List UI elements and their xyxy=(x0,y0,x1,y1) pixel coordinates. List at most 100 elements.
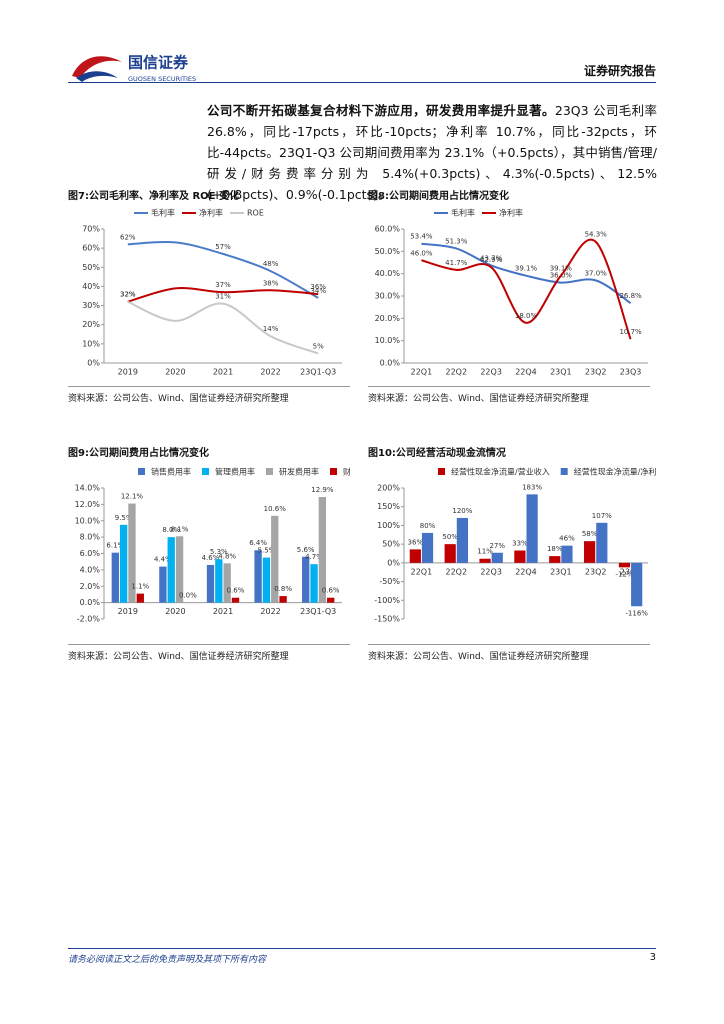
x-tick-label: 2019 xyxy=(118,607,138,616)
x-tick-label: 22Q4 xyxy=(515,368,537,377)
bar xyxy=(175,536,184,603)
data-label: 9.5% xyxy=(115,514,133,522)
y-tick-label: -150% xyxy=(374,615,400,624)
data-label: 0.8% xyxy=(274,585,292,593)
legend-label: 管理费用率 xyxy=(215,467,255,477)
report-type: 证券研究报告 xyxy=(583,64,656,78)
figure-title: 图9:公司期间费用占比情况变化 xyxy=(68,448,209,459)
data-label: 183% xyxy=(522,483,542,491)
y-tick-label: 200% xyxy=(377,484,400,493)
data-label: 39.1% xyxy=(550,265,573,273)
x-tick-label: 22Q2 xyxy=(445,368,467,377)
bar xyxy=(631,562,643,607)
data-label: 32% xyxy=(120,291,136,299)
bar xyxy=(479,558,491,563)
x-tick-label: 2021 xyxy=(213,607,233,616)
bar xyxy=(254,550,262,603)
legend-label: ROE xyxy=(247,209,264,218)
figure-title: 图7:公司毛利率、净利率及 ROE 变化 xyxy=(68,191,239,202)
y-tick-label: 50% xyxy=(382,540,400,549)
y-tick-label: 60.0% xyxy=(375,225,401,234)
legend-swatch xyxy=(330,468,337,475)
bar xyxy=(111,552,119,603)
bar xyxy=(231,597,240,603)
y-tick-label: 40% xyxy=(82,282,100,291)
x-tick-label: 2019 xyxy=(118,368,138,377)
x-tick-label: 22Q1 xyxy=(411,368,433,377)
data-label: 5.6% xyxy=(297,546,315,554)
y-tick-label: 12.0% xyxy=(75,500,101,509)
data-label: 12.9% xyxy=(311,486,334,494)
bar xyxy=(584,541,596,563)
y-tick-label: 50% xyxy=(82,263,100,272)
logo-swoosh xyxy=(76,71,118,82)
y-tick-label: 2.0% xyxy=(80,582,101,591)
chart: -2.0% 0.0% 2.0% 4.0% 6.0% 8.0% 10.0% 12.0% 14.0%… xyxy=(75,467,350,624)
x-tick-label: 22Q1 xyxy=(411,567,433,576)
x-tick-label: 23Q1 xyxy=(550,368,572,377)
data-label: 37.0% xyxy=(585,269,608,277)
legend-swatch xyxy=(438,468,445,475)
data-label: 62% xyxy=(120,233,136,241)
data-label: 5.5% xyxy=(258,547,276,555)
data-label: 34% xyxy=(310,287,326,295)
y-tick-label: 4.0% xyxy=(80,565,101,574)
y-tick-label: 10% xyxy=(82,339,100,348)
legend-label: 销售费用率 xyxy=(151,467,191,477)
source: 资料来源：公司公告、Wind、国信证券经济研究所整理 xyxy=(68,644,350,662)
x-tick-label: 2020 xyxy=(165,607,185,616)
y-tick-label: -100% xyxy=(374,596,400,605)
data-label: 5.3% xyxy=(210,548,228,556)
data-label: 10.6% xyxy=(264,505,287,513)
data-label: 31% xyxy=(215,293,231,301)
paragraph: 公司不断开拓碳基复合材料下游应用，研发费用率提升显著。23Q3 公司毛利率 26… xyxy=(207,100,657,205)
bar xyxy=(262,557,271,603)
x-tick-label: 2020 xyxy=(165,368,185,377)
bar xyxy=(514,550,526,563)
data-label: 4.8% xyxy=(218,552,236,560)
bar xyxy=(327,597,335,603)
line xyxy=(127,300,319,355)
data-label: 107% xyxy=(592,512,612,520)
bar xyxy=(215,559,223,603)
bar xyxy=(618,562,631,568)
bar xyxy=(159,566,167,603)
line xyxy=(127,240,319,299)
y-tick-label: 0.0% xyxy=(80,598,101,607)
y-tick-label: 40.0% xyxy=(375,269,401,278)
data-label: 53.4% xyxy=(410,233,433,241)
disclaimer: 请务必阅读正文之后的免责声明及其项下所有内容 xyxy=(68,955,267,965)
data-label: 38% xyxy=(263,279,279,287)
data-label: 46% xyxy=(559,535,575,543)
data-label: 36% xyxy=(310,283,326,291)
data-label: 48% xyxy=(263,260,279,268)
data-label: 0.6% xyxy=(227,587,245,595)
y-tick-label: 150% xyxy=(377,502,400,511)
source: 资料来源：公司公告、Wind、国信证券经济研究所整理 xyxy=(68,386,350,404)
legend-label: 财务费用率 xyxy=(343,467,350,477)
x-tick-label: 2022 xyxy=(260,368,280,377)
y-tick-label: -50% xyxy=(379,577,400,586)
page-number: 3 xyxy=(649,952,656,963)
legend-label: 经营性现金净流量/营业收入 xyxy=(451,467,550,477)
y-tick-label: 0.0% xyxy=(380,359,401,368)
data-label: 58% xyxy=(582,530,598,538)
line xyxy=(421,238,632,340)
legend-label: 研发费用率 xyxy=(279,467,319,477)
logo: 国信证券 GUOSEN SECURITIES xyxy=(72,54,196,83)
chart: 0.0% 10.0% 20.0% 30.0% 40.0% 50.0% 60.0% 22Q1 22… xyxy=(375,208,648,377)
data-label: 27% xyxy=(489,542,505,550)
data-label: 37% xyxy=(215,281,231,289)
y-tick-label: 60% xyxy=(82,244,100,253)
legend-label: 经营性现金净流量/净利润 xyxy=(574,467,656,477)
bar xyxy=(271,515,279,603)
bar xyxy=(206,564,215,603)
data-label: 5% xyxy=(313,342,324,350)
data-label: -12% xyxy=(615,570,633,578)
data-label: 1.1% xyxy=(131,583,149,591)
line xyxy=(421,242,632,304)
y-tick-label: 50.0% xyxy=(375,247,401,256)
data-label: 14% xyxy=(263,325,279,333)
data-label: 50% xyxy=(442,533,458,541)
